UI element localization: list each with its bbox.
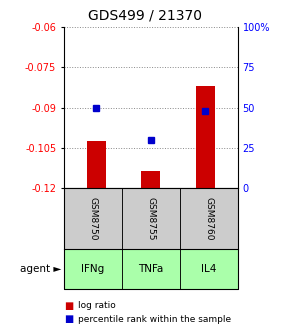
Text: agent ►: agent ► (19, 264, 61, 274)
Text: ■: ■ (64, 301, 73, 311)
Text: IFNg: IFNg (81, 264, 104, 274)
Text: GSM8750: GSM8750 (88, 197, 97, 240)
Text: TNFa: TNFa (138, 264, 164, 274)
Text: log ratio: log ratio (78, 301, 116, 310)
Text: GDS499 / 21370: GDS499 / 21370 (88, 8, 202, 23)
Text: percentile rank within the sample: percentile rank within the sample (78, 315, 231, 324)
Bar (87, 141, 106, 188)
Text: ■: ■ (64, 314, 73, 324)
Bar (196, 86, 215, 188)
Bar (141, 171, 160, 188)
Text: GSM8755: GSM8755 (146, 197, 155, 240)
Text: IL4: IL4 (201, 264, 217, 274)
Text: GSM8760: GSM8760 (204, 197, 213, 240)
